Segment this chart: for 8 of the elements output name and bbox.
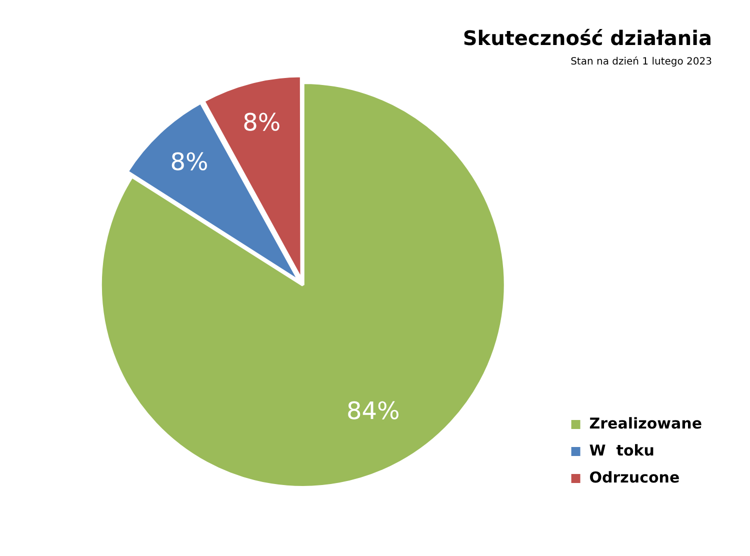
legend-label: Zrealizowane (589, 414, 702, 432)
legend-label: Odrzucone (589, 468, 680, 486)
data-label: 8% (242, 108, 281, 136)
chart-title: Skuteczność działania (462, 26, 712, 50)
legend-label: W toku (589, 441, 654, 460)
chart-subtitle: Stan na dzień 1 lutego 2023 (570, 56, 712, 68)
data-label: 84% (346, 397, 400, 425)
data-label: 8% (170, 148, 208, 176)
